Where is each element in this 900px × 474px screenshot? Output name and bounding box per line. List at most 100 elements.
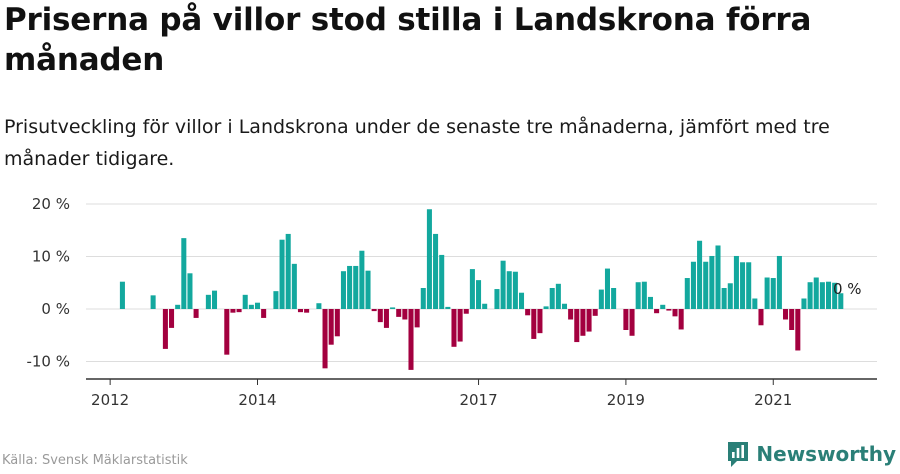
y-tick-label: 20 %	[32, 195, 70, 213]
bar	[826, 281, 832, 309]
bar	[506, 271, 512, 309]
bar	[353, 265, 359, 309]
bar	[236, 309, 242, 313]
bar	[531, 309, 537, 339]
bar	[254, 302, 261, 309]
bar	[463, 309, 469, 314]
bar	[641, 281, 647, 309]
bar	[181, 238, 187, 310]
x-tick-label: 2012	[91, 391, 129, 409]
x-tick-label: 2021	[754, 391, 792, 409]
bar	[426, 209, 432, 309]
bar	[193, 309, 199, 318]
bar	[273, 291, 279, 309]
bar	[525, 309, 531, 316]
bar	[703, 261, 709, 309]
bar	[783, 309, 789, 320]
bar	[457, 309, 463, 342]
bar	[654, 309, 660, 314]
bar	[776, 255, 782, 309]
bar	[175, 304, 181, 309]
brand-name: Newsworthy	[756, 442, 896, 466]
bar	[328, 309, 334, 345]
bar	[740, 262, 746, 310]
bar	[476, 280, 482, 310]
bar	[291, 263, 297, 309]
bar	[598, 289, 604, 310]
bar	[248, 304, 254, 309]
bar	[727, 283, 733, 310]
bar	[433, 233, 439, 309]
bar	[383, 309, 389, 328]
bar	[789, 309, 795, 330]
bar	[304, 309, 310, 313]
x-tick-label: 2014	[238, 391, 276, 409]
bar	[230, 309, 236, 313]
bar	[414, 309, 420, 328]
bar	[439, 254, 445, 309]
bar	[721, 288, 727, 309]
y-tick-label: 0 %	[41, 300, 70, 318]
bar	[402, 309, 408, 320]
bar	[359, 250, 365, 309]
bar	[635, 282, 641, 309]
bar	[672, 309, 678, 317]
bar	[807, 282, 813, 309]
bar	[371, 309, 377, 312]
source-note: Källa: Svensk Mäklarstatistik	[2, 453, 188, 468]
bar	[801, 298, 807, 309]
bar	[261, 309, 267, 318]
bar	[838, 293, 844, 309]
bar	[684, 278, 690, 310]
bar	[340, 271, 346, 309]
x-axis-ticks: 2012 2014 2017 2019 2021	[91, 379, 792, 409]
bar	[187, 273, 193, 309]
bar	[537, 309, 543, 334]
bar	[512, 271, 518, 309]
end-value-label: 0 %	[833, 280, 862, 298]
y-tick-label: 10 %	[32, 248, 70, 266]
bar	[205, 294, 211, 310]
bar	[322, 309, 328, 369]
y-tick-label: -10 %	[26, 353, 70, 371]
bar	[396, 309, 402, 317]
bars	[119, 209, 844, 370]
bar	[469, 269, 475, 309]
bar	[451, 309, 457, 347]
bar	[285, 233, 291, 309]
bar	[494, 289, 500, 309]
bar	[746, 262, 752, 310]
bar	[543, 306, 549, 310]
bar	[568, 309, 574, 320]
chart-title: Priserna på villor stod stilla i Landskr…	[4, 2, 812, 78]
bar	[697, 240, 703, 309]
bar	[334, 309, 340, 337]
bar	[832, 282, 838, 309]
bar	[813, 277, 819, 309]
bar	[224, 309, 230, 355]
bar	[561, 303, 568, 309]
bar	[316, 303, 322, 309]
bar	[733, 255, 739, 309]
brand-logo[interactable]: Newsworthy	[726, 440, 896, 468]
bar	[212, 290, 218, 310]
bar	[242, 294, 248, 310]
bar	[709, 255, 715, 309]
bar	[592, 309, 598, 316]
bar	[660, 304, 666, 309]
chart-subtitle: Prisutveckling för villor i Landskrona u…	[4, 116, 830, 170]
bar	[666, 309, 672, 311]
bar	[482, 303, 488, 309]
bar	[555, 283, 561, 309]
bar	[690, 261, 696, 309]
bar	[678, 309, 684, 330]
bar	[629, 309, 635, 336]
bar	[647, 296, 653, 309]
bar	[795, 309, 801, 351]
newsworthy-logo-icon	[728, 442, 749, 467]
bar	[819, 282, 825, 309]
grid-lines	[86, 203, 877, 362]
bar	[623, 309, 629, 330]
bar	[715, 245, 721, 309]
bar	[500, 260, 506, 309]
